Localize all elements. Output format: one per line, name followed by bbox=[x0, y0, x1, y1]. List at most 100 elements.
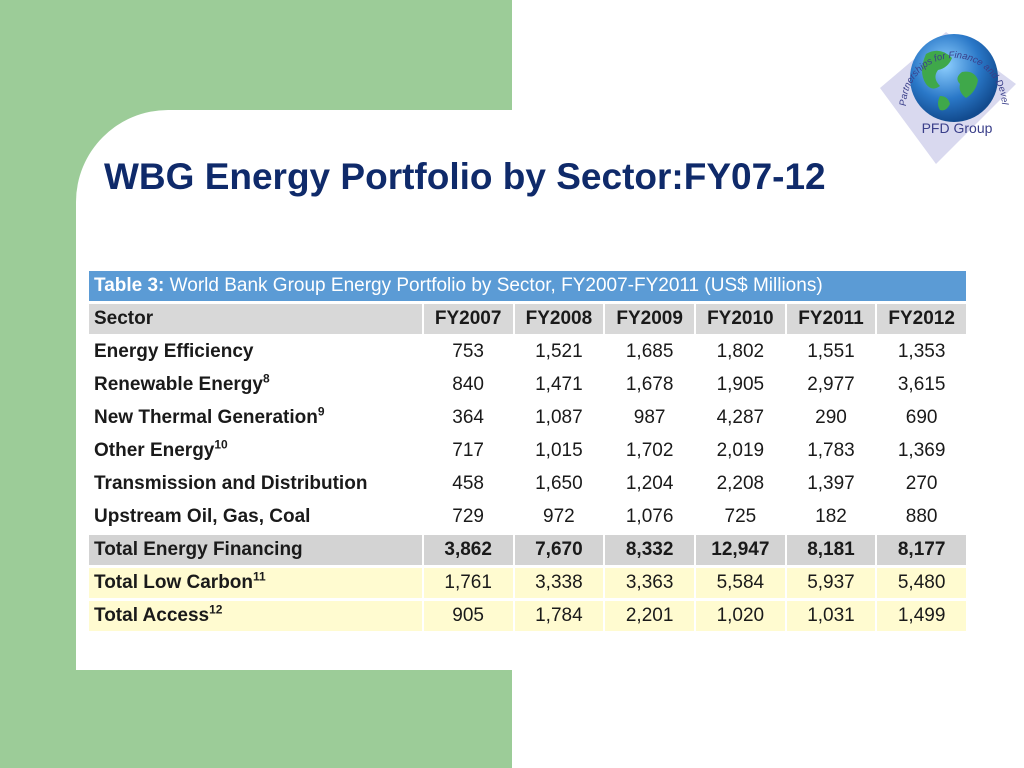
value-cell: 1,369 bbox=[897, 440, 946, 461]
table-caption: Table 3: World Bank Group Energy Portfol… bbox=[89, 271, 966, 301]
value-cell: 972 bbox=[543, 506, 575, 527]
value-cell: 5,480 bbox=[877, 568, 966, 598]
value-cell: 1,802 bbox=[716, 341, 765, 362]
value-cell: 690 bbox=[905, 407, 938, 428]
sector-name: Total Energy Financing bbox=[94, 539, 303, 560]
value-cell: 12,947 bbox=[695, 535, 785, 565]
column-header-fy2011: FY2011 bbox=[786, 304, 876, 334]
value-cell: 8,332 bbox=[605, 535, 694, 565]
column-header-fy2010: FY2010 bbox=[695, 304, 785, 334]
value-cell: 1,905 bbox=[716, 374, 765, 395]
value-cell: 364 bbox=[452, 407, 484, 428]
value-cell: 1,397 bbox=[807, 473, 855, 494]
value-cell: 1,784 bbox=[514, 601, 604, 631]
sector-cell: Energy Efficiency bbox=[89, 337, 422, 367]
value-cell: 5,584 bbox=[695, 568, 785, 598]
value-cell: 880 bbox=[905, 506, 938, 527]
value-cell: 2,201 bbox=[605, 601, 694, 631]
value-cell: 1,076 bbox=[625, 506, 674, 527]
value-cell: 1,087 bbox=[535, 407, 583, 428]
value-cell: 5,937 bbox=[786, 568, 876, 598]
table-row: Other Energy10 717 1,015 1,702 2,019 1,783 1,3… bbox=[89, 436, 966, 466]
sector-name: Total Access bbox=[94, 605, 210, 626]
table-caption-row: Table 3: World Bank Group Energy Portfol… bbox=[89, 271, 966, 301]
table-header-row: Sector FY2007 FY2008 FY2009 FY2010 FY2011 FY20… bbox=[89, 304, 966, 334]
sector-cell: Other Energy10 bbox=[89, 436, 422, 466]
footnote-marker: 12 bbox=[209, 602, 223, 617]
value-cell: 1,471 bbox=[535, 374, 583, 395]
value-cell: 905 bbox=[423, 601, 513, 631]
column-header-fy2009: FY2009 bbox=[605, 304, 694, 334]
value-cell: 1,020 bbox=[695, 601, 785, 631]
value-cell: 1,499 bbox=[877, 601, 966, 631]
value-cell: 1,015 bbox=[535, 440, 583, 461]
table-row: Renewable Energy8 840 1,471 1,678 1,905 2,977… bbox=[89, 370, 966, 400]
column-header-fy2008: FY2008 bbox=[514, 304, 604, 334]
value-cell: 1,521 bbox=[535, 341, 583, 362]
table-caption-text: World Bank Group Energy Portfolio by Sec… bbox=[164, 275, 823, 296]
value-cell: 1,650 bbox=[535, 473, 583, 494]
sector-cell: Total Energy Financing bbox=[89, 535, 422, 565]
slide-title: WBG Energy Portfolio by Sector:FY07-12 bbox=[104, 156, 826, 197]
pfd-group-logo-icon: Partnerships for Finance and Development… bbox=[876, 14, 1016, 164]
value-cell: 3,615 bbox=[897, 374, 946, 395]
value-cell: 1,678 bbox=[625, 374, 674, 395]
sector-cell: Total Low Carbon11 bbox=[89, 568, 422, 598]
value-cell: 1,783 bbox=[807, 440, 855, 461]
value-cell: 2,977 bbox=[807, 374, 855, 395]
value-cell: 458 bbox=[452, 473, 484, 494]
value-cell: 4,287 bbox=[716, 407, 765, 428]
value-cell: 717 bbox=[452, 440, 484, 461]
value-cell: 1,031 bbox=[786, 601, 876, 631]
table-row: New Thermal Generation9 364 1,087 987 4,287 2… bbox=[89, 403, 966, 433]
value-cell: 3,363 bbox=[605, 568, 694, 598]
value-cell: 8,181 bbox=[786, 535, 876, 565]
energy-portfolio-table: Table 3: World Bank Group Energy Portfol… bbox=[87, 268, 968, 634]
value-cell: 8,177 bbox=[877, 535, 966, 565]
value-cell: 3,862 bbox=[423, 535, 513, 565]
table-row: Total Energy Financing 3,862 7,670 8,332 12,… bbox=[89, 535, 966, 565]
table-row: Upstream Oil, Gas, Coal 729 972 1,076 725 182… bbox=[89, 502, 966, 532]
table-body: Energy Efficiency 753 1,521 1,685 1,802 1,551… bbox=[89, 337, 966, 631]
sector-cell: Renewable Energy8 bbox=[89, 370, 422, 400]
sector-cell: Total Access12 bbox=[89, 601, 422, 631]
value-cell: 1,685 bbox=[625, 341, 674, 362]
sector-cell: Transmission and Distribution bbox=[89, 469, 422, 499]
sector-name: Energy Efficiency bbox=[94, 341, 254, 362]
sector-name: Total Low Carbon bbox=[94, 572, 254, 593]
value-cell: 1,761 bbox=[423, 568, 513, 598]
table-row: Transmission and Distribution 458 1,650 1,2… bbox=[89, 469, 966, 499]
sector-name: Transmission and Distribution bbox=[94, 473, 368, 494]
value-cell: 725 bbox=[724, 506, 757, 527]
table-row: Total Access12 905 1,784 2,201 1,020 1,031 1,4… bbox=[89, 601, 966, 631]
footnote-marker: 11 bbox=[253, 569, 266, 584]
sector-name: Renewable Energy bbox=[94, 374, 263, 395]
footnote-marker: 8 bbox=[262, 371, 270, 386]
value-cell: 270 bbox=[905, 473, 938, 494]
value-cell: 182 bbox=[815, 506, 847, 527]
logo-label: PFD Group bbox=[921, 120, 993, 136]
value-cell: 840 bbox=[452, 374, 484, 395]
table-row: Total Low Carbon11 1,761 3,338 3,363 5,584 5,… bbox=[89, 568, 966, 598]
column-header-fy2007: FY2007 bbox=[423, 304, 513, 334]
value-cell: 2,019 bbox=[716, 440, 765, 461]
sector-name: New Thermal Generation bbox=[94, 407, 318, 428]
value-cell: 1,702 bbox=[625, 440, 674, 461]
table-caption-label: Table 3: bbox=[94, 275, 165, 296]
value-cell: 290 bbox=[815, 407, 847, 428]
table-row: Energy Efficiency 753 1,521 1,685 1,802 1,551… bbox=[89, 337, 966, 367]
sector-name: Upstream Oil, Gas, Coal bbox=[94, 506, 311, 527]
column-header-sector: Sector bbox=[89, 304, 422, 334]
value-cell: 3,338 bbox=[514, 568, 604, 598]
value-cell: 729 bbox=[452, 506, 484, 527]
sector-name: Other Energy bbox=[94, 440, 215, 461]
sector-cell: Upstream Oil, Gas, Coal bbox=[89, 502, 422, 532]
footnote-marker: 10 bbox=[214, 437, 228, 452]
value-cell: 1,551 bbox=[807, 341, 855, 362]
column-header-fy2012: FY2012 bbox=[877, 304, 966, 334]
value-cell: 2,208 bbox=[716, 473, 765, 494]
value-cell: 7,670 bbox=[514, 535, 604, 565]
value-cell: 753 bbox=[452, 341, 484, 362]
value-cell: 1,353 bbox=[897, 341, 946, 362]
value-cell: 987 bbox=[633, 407, 666, 428]
